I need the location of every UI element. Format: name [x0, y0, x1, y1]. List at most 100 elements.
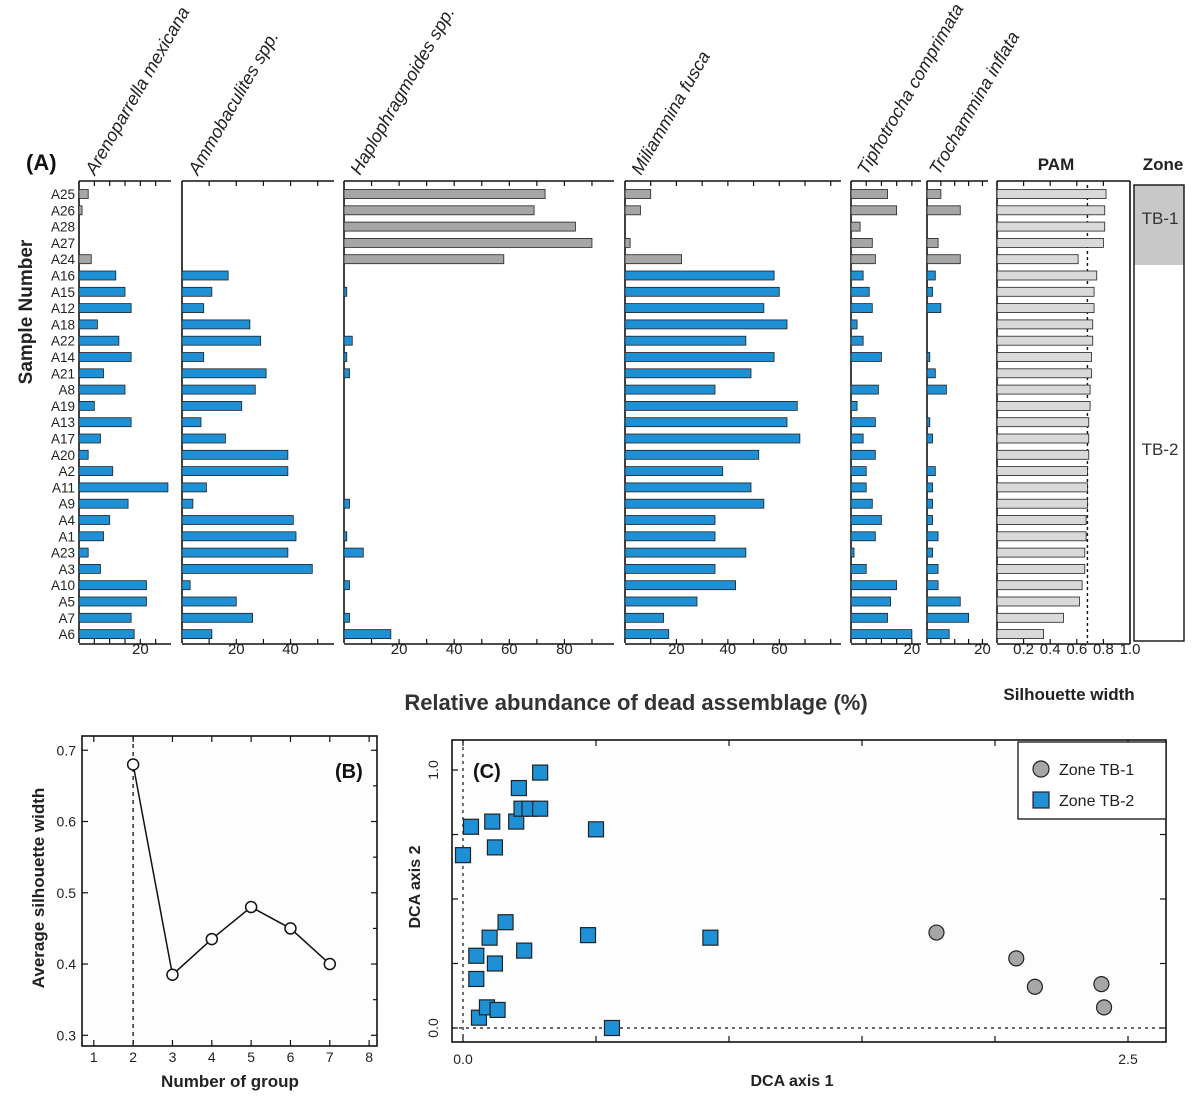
- c-point-zone-tb-2: [486, 839, 504, 856]
- column-tiphotrocha-comprimata-bar-a6: [850, 629, 913, 639]
- column-miliammina-fusca-bar-a14: [624, 352, 775, 362]
- c-y-tick-label: 1.0: [425, 760, 441, 780]
- column-pam-bar-a8: [996, 384, 1091, 395]
- column-ammobaculites-spp-bar-a7: [181, 612, 253, 623]
- c-point-zone-tb-1: [1026, 978, 1044, 995]
- zone-frame: [1133, 184, 1185, 642]
- column-trochammina-inflata-bar-a10: [926, 580, 939, 591]
- sample-label-a7: A7: [58, 611, 75, 626]
- column-arenoparrella-mexicana-bar-a10: [78, 580, 147, 591]
- column-ammobaculites-spp-bar-a18: [181, 319, 251, 330]
- column-tiphotrocha-comprimata-bar-a11: [850, 482, 867, 493]
- c-point-zone-tb-2: [702, 929, 719, 946]
- column-ammobaculites-spp-bar-a15: [181, 286, 213, 297]
- column-trochammina-inflata-bar-a13: [926, 417, 931, 428]
- sample-label-a12: A12: [51, 301, 75, 316]
- column-ammobaculites-spp-bar-a1: [181, 531, 297, 542]
- column-miliammina-fusca-bar-a23: [624, 547, 747, 558]
- column-trochammina-inflata-bar-a23: [926, 547, 933, 558]
- column-tiphotrocha-comprimata-bar-a23: [850, 547, 855, 558]
- column-arenoparrella-mexicana-bar-a4: [78, 515, 111, 525]
- column-miliammina-fusca-bar-a13: [624, 417, 788, 428]
- c-point-zone-tb-2: [486, 955, 504, 972]
- sample-label-a24: A24: [51, 252, 76, 267]
- column-arenoparrella-mexicana-bar-a5: [78, 596, 147, 607]
- c-point-zone-tb-2: [532, 764, 549, 781]
- column-haplophragmoides-spp-bar-a24: [343, 254, 505, 265]
- column-miliammina-fusca-bar-a15: [624, 286, 780, 297]
- column-ammobaculites-spp-bar-a4: [181, 515, 294, 525]
- column-tiphotrocha-comprimata-bar-a1: [850, 531, 876, 542]
- c-point-zone-tb-2: [489, 1001, 506, 1019]
- column-trochammina-inflata-bar-a16: [926, 270, 936, 281]
- c-y-tick-label: 0.0: [425, 1018, 441, 1038]
- column-tiphotrocha-comprimata-bar-a8: [850, 384, 879, 395]
- column-ammobaculites-spp-tick-label: 20: [228, 641, 245, 658]
- column-haplophragmoides-spp-bar-a28: [343, 221, 576, 232]
- sample-label-a15: A15: [51, 285, 75, 300]
- b-y-tick-label: 0.3: [57, 1027, 77, 1043]
- column-pam-tick-label: 0.6: [1066, 641, 1087, 658]
- column-arenoparrella-mexicana-bar-a3: [78, 564, 101, 574]
- column-tiphotrocha-comprimata-bar-a9: [850, 498, 873, 509]
- b-point-group-4: [205, 932, 219, 946]
- c-x-tick-label: 2.5: [1118, 1051, 1138, 1067]
- column-arenoparrella-mexicana-bar-a13: [78, 417, 132, 428]
- b-silhouette-line: [132, 764, 331, 977]
- column-haplophragmoides-spp-bar-a7: [343, 612, 350, 623]
- column-arenoparrella-mexicana-tick-label: 20: [132, 641, 149, 658]
- column-ammobaculites-spp-bar-a3: [181, 564, 313, 574]
- column-tiphotrocha-comprimata-bar-a19: [850, 400, 858, 411]
- column-miliammina-fusca-bar-a4: [624, 515, 716, 525]
- c-point-zone-tb-1: [1008, 950, 1025, 967]
- column-ammobaculites-spp-bar-a10: [181, 580, 191, 591]
- column-trochammina-inflata-bar-a5: [926, 596, 961, 607]
- b-point-group-3: [166, 968, 179, 981]
- column-trochammina-inflata-bar-a2: [926, 466, 936, 477]
- column-pam-bar-a20: [996, 449, 1090, 460]
- b-x-axis-label: Number of group: [161, 1072, 299, 1091]
- column-pam-bar-a26: [996, 205, 1106, 216]
- c-point-zone-tb-2: [468, 947, 485, 964]
- b-point-group-6: [284, 922, 297, 935]
- column-pam-bar-a23: [996, 547, 1086, 558]
- column-trochammina-inflata-bar-a3: [926, 564, 939, 574]
- column-ammobaculites-spp-bar-a2: [181, 466, 289, 477]
- column-pam-bar-a16: [996, 270, 1098, 281]
- c-point-zone-tb-2: [484, 813, 501, 830]
- sample-label-a2: A2: [58, 464, 75, 479]
- column-ammobaculites-spp-bar-a19: [181, 400, 243, 411]
- column-trochammina-inflata-bar-a6: [926, 629, 950, 639]
- column-arenoparrella-mexicana-bar-a22: [78, 335, 120, 346]
- sample-label-a25: A25: [51, 187, 75, 202]
- column-tiphotrocha-comprimata-bar-a16: [850, 270, 864, 281]
- column-arenoparrella-mexicana-bar-a25: [78, 189, 89, 199]
- column-ammobaculites-spp-bar-a17: [181, 433, 226, 444]
- column-pam-bar-a3: [996, 564, 1086, 574]
- column-pam-bar-a18: [996, 319, 1094, 330]
- x-axis-label: Relative abundance of dead assemblage (%…: [404, 690, 867, 715]
- column-tiphotrocha-comprimata-bar-a4: [850, 515, 882, 525]
- column-tiphotrocha-comprimata-bar-a10: [850, 580, 898, 591]
- sample-label-a16: A16: [51, 269, 75, 284]
- column-tiphotrocha-comprimata-bar-a26: [850, 205, 898, 216]
- column-miliammina-fusca-bar-a6: [624, 629, 670, 639]
- y-axis-label: Sample Number: [16, 239, 37, 384]
- column-miliammina-fusca-bar-a19: [624, 400, 798, 411]
- column-ammobaculites-spp-bar-a14: [181, 352, 205, 362]
- sample-label-a28: A28: [51, 220, 75, 235]
- column-miliammina-fusca-bar-a16: [624, 270, 775, 281]
- b-x-tick-label: 1: [90, 1049, 98, 1065]
- column-tiphotrocha-comprimata-bar-a15: [850, 286, 870, 297]
- column-trochammina-inflata-bar-a9: [926, 498, 933, 509]
- column-pam-bar-a14: [996, 352, 1092, 362]
- column-ammobaculites-spp-bar-a12: [181, 303, 205, 314]
- column-arenoparrella-mexicana-bar-a26: [78, 205, 83, 216]
- b-x-tick-label: 4: [208, 1049, 216, 1065]
- sample-label-a13: A13: [51, 415, 75, 430]
- column-pam-bar-a15: [996, 286, 1095, 297]
- column-trochammina-inflata-tick-label: 20: [974, 641, 991, 658]
- column-tiphotrocha-comprimata-bar-a17: [850, 433, 864, 444]
- column-pam-tick-label: 0.4: [1040, 641, 1061, 658]
- c-point-zone-tb-1: [1093, 976, 1110, 993]
